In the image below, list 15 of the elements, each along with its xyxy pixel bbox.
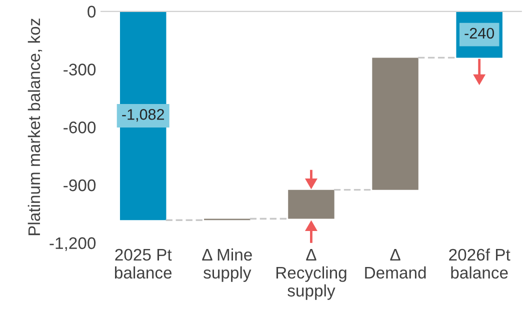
bar	[372, 58, 418, 190]
y-axis-title: Platinum market balance, koz	[28, 18, 42, 236]
y-tick-label: -1,200	[50, 237, 96, 252]
data-label: -240	[464, 28, 494, 39]
x-tick-label: 2025 Pt balance	[114, 248, 172, 279]
x-tick-label: 2026f Pt balance	[449, 248, 510, 279]
y-tick-label: -900	[64, 179, 96, 192]
y-tick-label: -300	[64, 64, 96, 76]
y-tick-label: 0	[88, 6, 96, 18]
x-tick-label: Δ Mine supply	[202, 248, 252, 282]
x-tick-label: Δ Recycling supply	[276, 249, 346, 300]
data-label: -1,082	[122, 109, 164, 122]
x-tick-label: Δ Demand	[365, 249, 426, 279]
y-tick-label: -600	[64, 122, 96, 134]
bar	[288, 190, 334, 219]
